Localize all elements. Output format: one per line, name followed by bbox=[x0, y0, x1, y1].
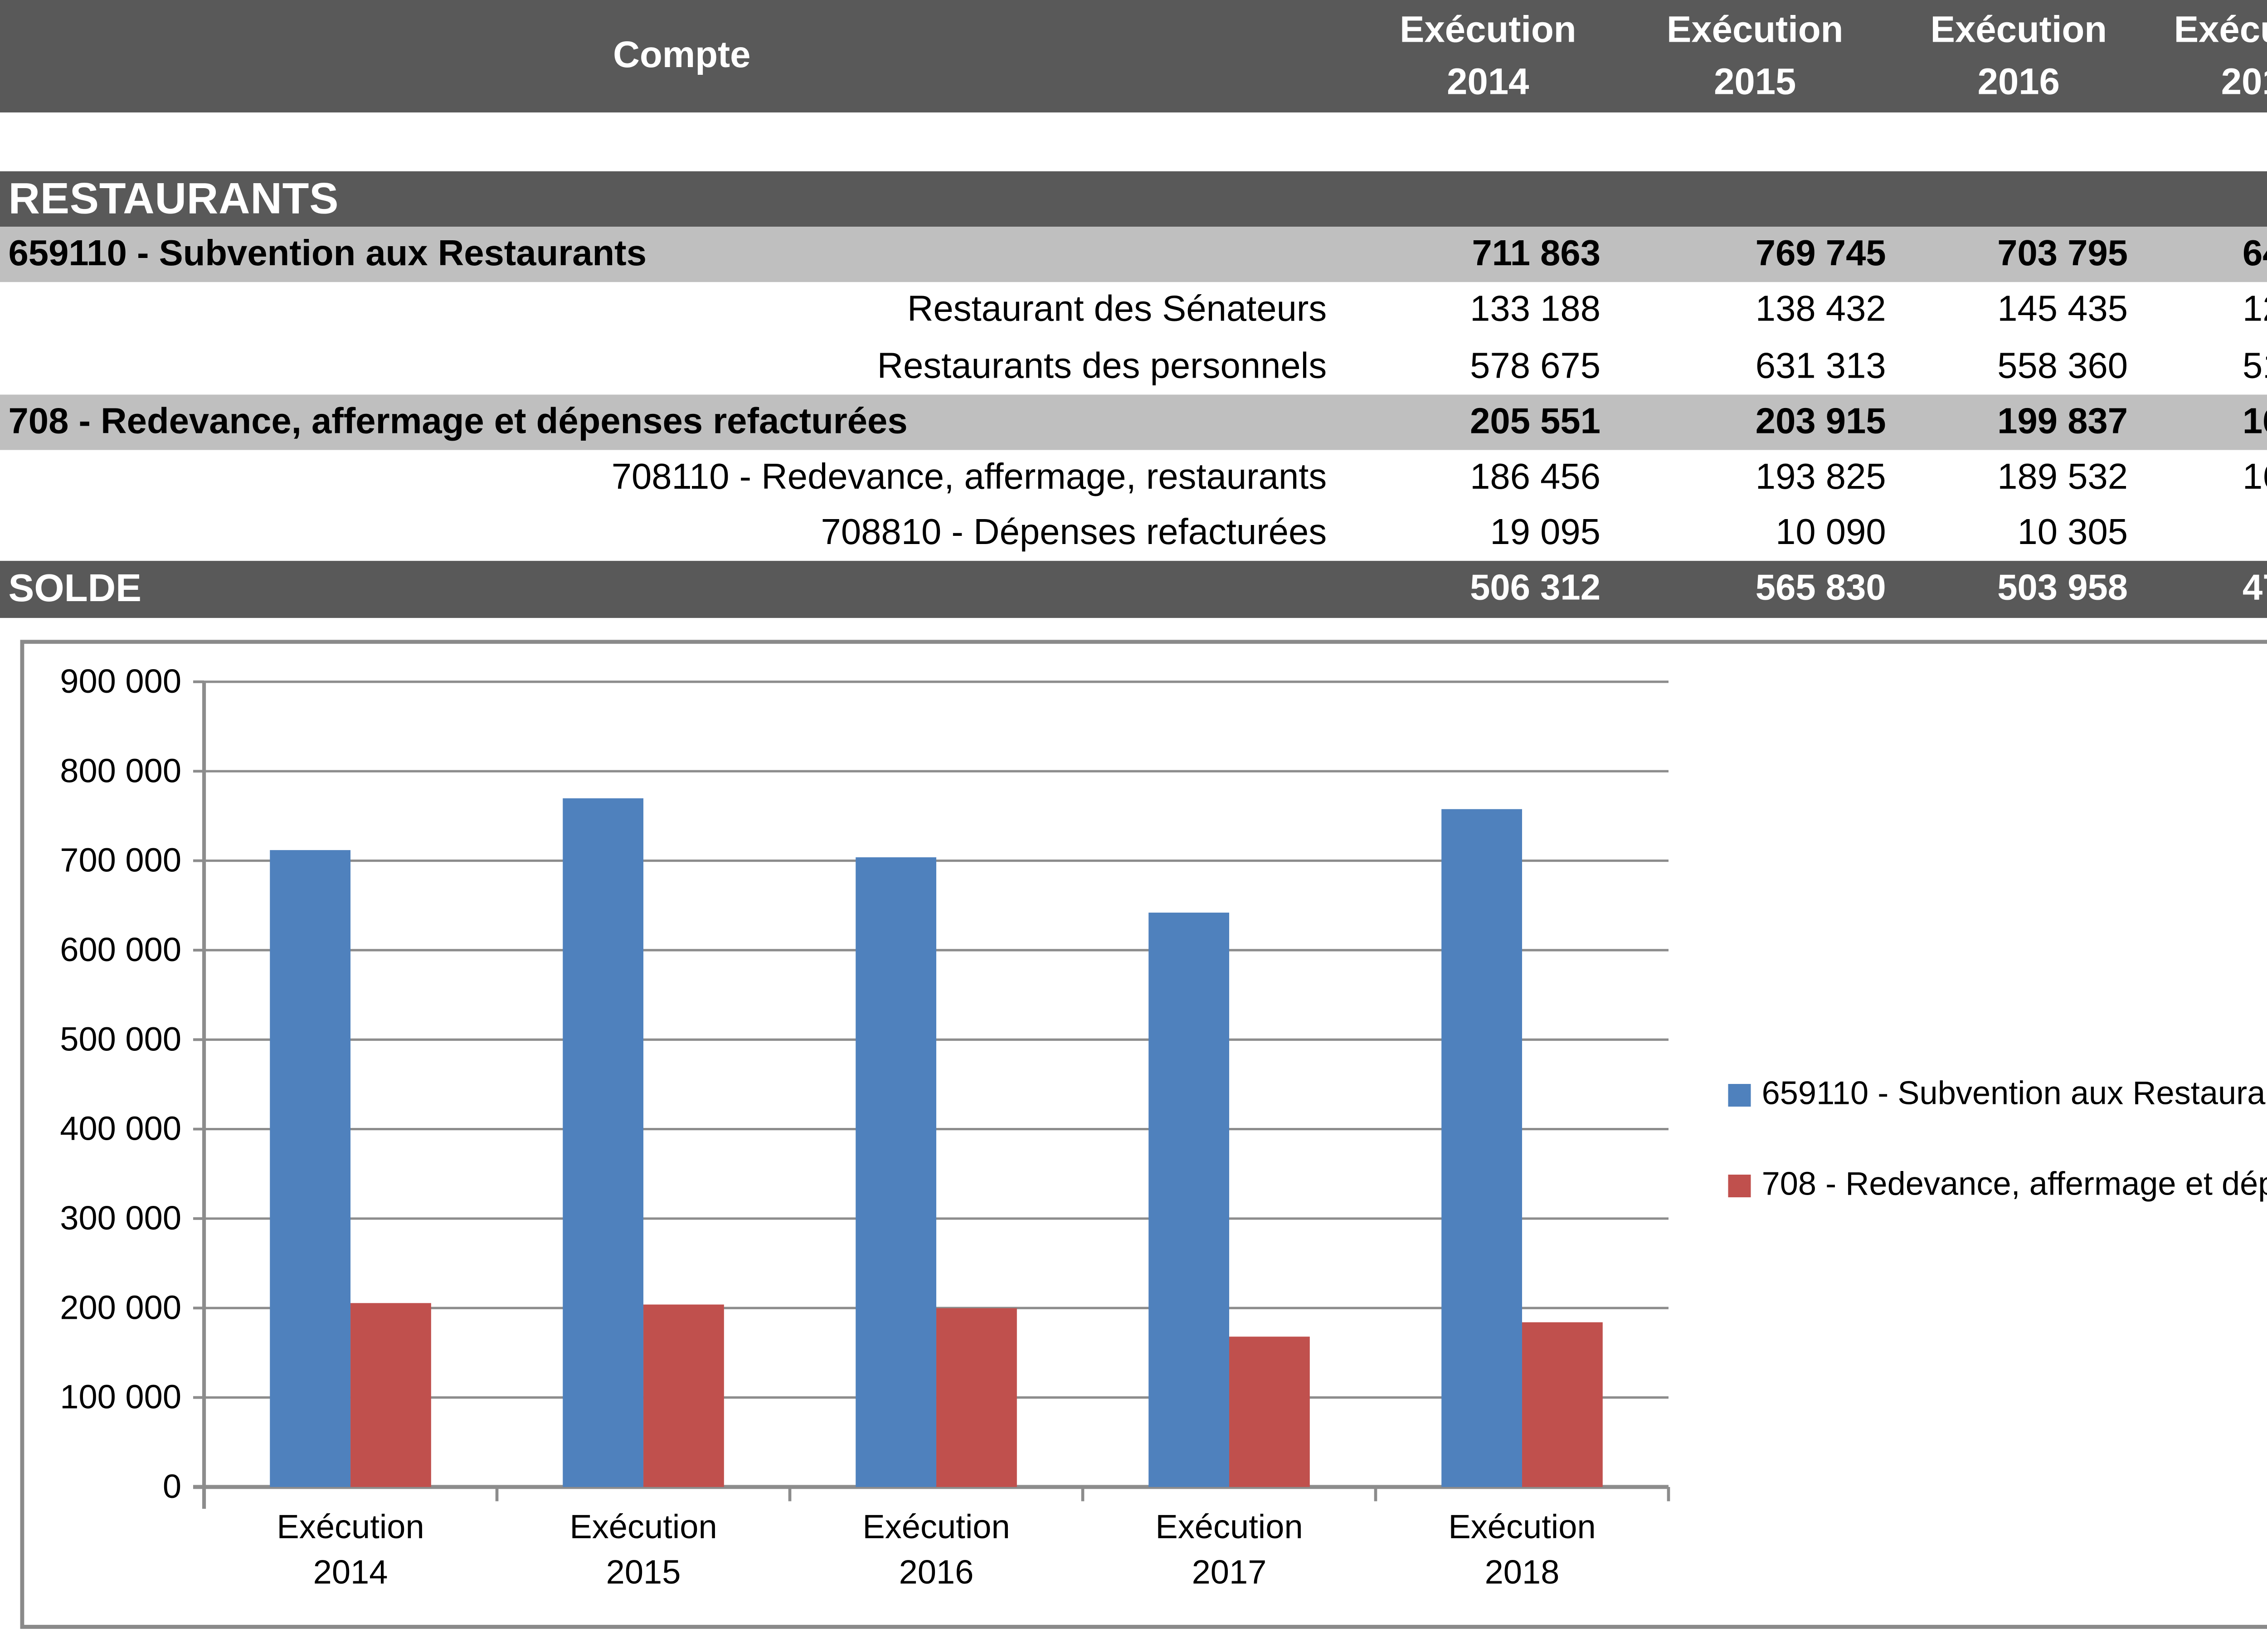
y-axis-tick-label: 0 bbox=[163, 1467, 181, 1505]
cell-2015: 193 825 bbox=[1755, 457, 1886, 497]
y-axis-tick-label: 700 000 bbox=[60, 841, 181, 879]
y-axis-tick-label: 600 000 bbox=[60, 931, 181, 968]
bar-chart: 0 100 000 200 000 300 000 400 000 500 000 600 … bbox=[20, 640, 2267, 1629]
table-row-708810: 708810 - Dépenses refacturées 19 095 10 … bbox=[0, 505, 2267, 562]
cell-2016: 503 958 bbox=[1997, 568, 2128, 609]
bar-series2-cat5 bbox=[1522, 1322, 1603, 1487]
cell-2015: 203 915 bbox=[1755, 401, 1886, 442]
row-label: SOLDE bbox=[8, 566, 142, 611]
y-axis-tick-label: 200 000 bbox=[60, 1288, 181, 1326]
financial-table: Compte Exécution 2014 Exécution 2015 Exé… bbox=[0, 0, 2267, 617]
bar-series2-cat3 bbox=[936, 1308, 1017, 1487]
bar-series2-cat2 bbox=[643, 1304, 724, 1487]
x-axis-label-line1: Exécution bbox=[1155, 1508, 1303, 1545]
x-axis-label-line2: 2018 bbox=[1485, 1553, 1560, 1591]
column-header-2016: Exécution 2016 bbox=[1930, 8, 2107, 102]
y-axis-tick-label: 900 000 bbox=[60, 662, 181, 700]
y-axis-tick-label: 300 000 bbox=[60, 1199, 181, 1237]
legend-swatch-series2 bbox=[1728, 1175, 1751, 1198]
table-row-solde: SOLDE 506 312 565 830 503 958 473 948 57… bbox=[0, 561, 2267, 617]
cell-2014: 186 456 bbox=[1470, 457, 1601, 497]
bar-series1-cat1 bbox=[270, 850, 351, 1487]
cell-2016: 145 435 bbox=[1997, 289, 2128, 330]
row-label: 708810 - Dépenses refacturées bbox=[821, 512, 1327, 553]
section-title: RESTAURANTS bbox=[8, 173, 339, 224]
table-row-restaurants: RESTAURANTS bbox=[0, 171, 2267, 227]
bar-series1-cat2 bbox=[563, 798, 644, 1487]
y-axis-tick-label: 100 000 bbox=[60, 1378, 181, 1416]
legend-swatch-series1 bbox=[1728, 1084, 1751, 1107]
bar-series2-cat4 bbox=[1229, 1336, 1310, 1487]
table-spacer bbox=[0, 112, 2267, 171]
x-axis-label-line1: Exécution bbox=[569, 1508, 717, 1545]
cell-2017: 5 230 bbox=[2140, 513, 2267, 555]
x-axis-label-line1: Exécution bbox=[1448, 1508, 1596, 1545]
cell-2015: 138 432 bbox=[1755, 289, 1886, 330]
table-row-senateurs: Restaurant des Sénateurs 133 188 138 432… bbox=[0, 282, 2267, 339]
table-row-708: 708 - Redevance, affermage et dépenses r… bbox=[0, 394, 2267, 450]
legend-label-series1: 659110 - Subvention aux Restaurants bbox=[1762, 1075, 2267, 1111]
x-axis-label-line1: Exécution bbox=[277, 1508, 424, 1545]
cell-2015: 631 313 bbox=[1755, 345, 1886, 386]
cell-2015: 565 830 bbox=[1755, 568, 1886, 609]
legend-label-series2: 708 - Redevance, affermage et dépenses r… bbox=[1762, 1166, 2267, 1202]
cell-2014: 19 095 bbox=[1490, 512, 1601, 553]
column-header-2015: Exécution 2015 bbox=[1667, 8, 1844, 102]
cell-2016: 703 795 bbox=[1997, 233, 2128, 274]
table-row-708110: 708110 - Redevance, affermage, restauran… bbox=[0, 450, 2267, 506]
bar-series1-cat4 bbox=[1148, 913, 1230, 1487]
x-axis-label-line2: 2016 bbox=[899, 1553, 974, 1591]
y-axis-tick-label: 800 000 bbox=[60, 752, 181, 789]
cell-2014: 578 675 bbox=[1470, 345, 1601, 386]
cell-2015: 769 745 bbox=[1755, 233, 1886, 274]
row-label: 659110 - Subvention aux Restaurants bbox=[8, 233, 647, 274]
cell-2014: 133 188 bbox=[1470, 289, 1601, 330]
cell-2017: 162 797 bbox=[2242, 457, 2267, 497]
row-label: 708110 - Redevance, affermage, restauran… bbox=[611, 457, 1327, 497]
bar-series1-cat5 bbox=[1441, 809, 1523, 1487]
column-header-compte: Compte bbox=[613, 34, 751, 76]
cell-2016: 10 305 bbox=[2017, 512, 2128, 553]
bar-series1-cat3 bbox=[856, 857, 937, 1487]
bar-series2-cat1 bbox=[350, 1303, 431, 1487]
cell-2017: 168 027 bbox=[2242, 401, 2267, 442]
cell-2016: 189 532 bbox=[1997, 457, 2128, 497]
cell-2014: 205 551 bbox=[1470, 401, 1601, 442]
row-label: 708 - Redevance, affermage et dépenses r… bbox=[8, 401, 908, 442]
y-axis-tick-label: 400 000 bbox=[60, 1110, 181, 1147]
x-axis-label-line2: 2017 bbox=[1192, 1553, 1267, 1591]
cell-2014: 711 863 bbox=[1472, 233, 1601, 274]
cell-2017: 473 948 bbox=[2242, 568, 2267, 609]
x-axis-label-line1: Exécution bbox=[862, 1508, 1010, 1545]
cell-2017: 641 975 bbox=[2242, 233, 2267, 274]
x-axis-label-line2: 2014 bbox=[313, 1553, 388, 1591]
cell-2017: 517 585 bbox=[2242, 345, 2267, 386]
table-row-personnels: Restaurants des personnels 578 675 631 3… bbox=[0, 338, 2267, 394]
cell-2017: 124 390 bbox=[2242, 289, 2267, 330]
cell-2016: 199 837 bbox=[1997, 401, 2128, 442]
row-label: Restaurants des personnels bbox=[877, 345, 1327, 386]
column-header-2017: Exécution 2017 bbox=[2174, 8, 2267, 102]
column-header-2014: Exécution 2014 bbox=[1400, 8, 1576, 102]
row-label: Restaurant des Sénateurs bbox=[907, 289, 1327, 330]
x-axis-label-line2: 2015 bbox=[606, 1553, 681, 1591]
y-axis-tick-label: 500 000 bbox=[60, 1020, 181, 1058]
cell-2014: 506 312 bbox=[1470, 568, 1601, 609]
table-header-row: Compte Exécution 2014 Exécution 2015 Exé… bbox=[0, 0, 2267, 113]
cell-2016: 558 360 bbox=[1997, 345, 2128, 386]
table-row-659110: 659110 - Subvention aux Restaurants 711 … bbox=[0, 227, 2267, 283]
cell-2015: 10 090 bbox=[1776, 512, 1886, 553]
